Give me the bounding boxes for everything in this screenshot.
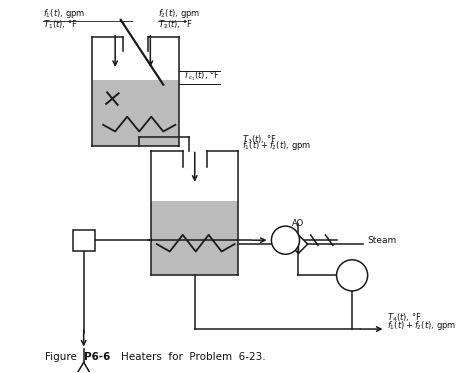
FancyBboxPatch shape — [73, 230, 95, 251]
Text: AO: AO — [292, 219, 305, 228]
Text: $T_1(t)$, °F: $T_1(t)$, °F — [43, 18, 78, 31]
Text: P6-6: P6-6 — [84, 352, 110, 362]
Polygon shape — [92, 80, 179, 146]
Polygon shape — [289, 235, 298, 253]
Text: 20: 20 — [347, 276, 357, 285]
Text: Heaters  for  Problem  6-23.: Heaters for Problem 6-23. — [121, 352, 265, 362]
Text: $f_1(t)$, gpm: $f_1(t)$, gpm — [43, 7, 85, 20]
Text: Steam: Steam — [367, 236, 396, 245]
Text: $T_2(t)$, °F: $T_2(t)$, °F — [158, 18, 192, 31]
Text: 20: 20 — [281, 240, 290, 249]
Text: TC: TC — [280, 232, 291, 241]
Polygon shape — [298, 235, 308, 253]
Text: $T_{c_1}(t)$, °F: $T_{c_1}(t)$, °F — [183, 69, 220, 83]
Text: Figure: Figure — [45, 352, 80, 362]
Polygon shape — [151, 201, 238, 275]
Text: $f_1(t)+f_2(t)$, gpm: $f_1(t)+f_2(t)$, gpm — [387, 319, 457, 332]
Text: $f_2(t)$, gpm: $f_2(t)$, gpm — [158, 7, 200, 20]
Circle shape — [271, 226, 300, 254]
Text: TT: TT — [347, 266, 357, 275]
Text: T: T — [81, 235, 87, 245]
Circle shape — [336, 260, 368, 291]
Text: $T_4(t)$, °F: $T_4(t)$, °F — [387, 312, 422, 325]
Text: $f_1(t)+f_2(t)$, gpm: $f_1(t)+f_2(t)$, gpm — [242, 140, 311, 152]
Text: $T_3(t)$, °F: $T_3(t)$, °F — [242, 133, 277, 145]
